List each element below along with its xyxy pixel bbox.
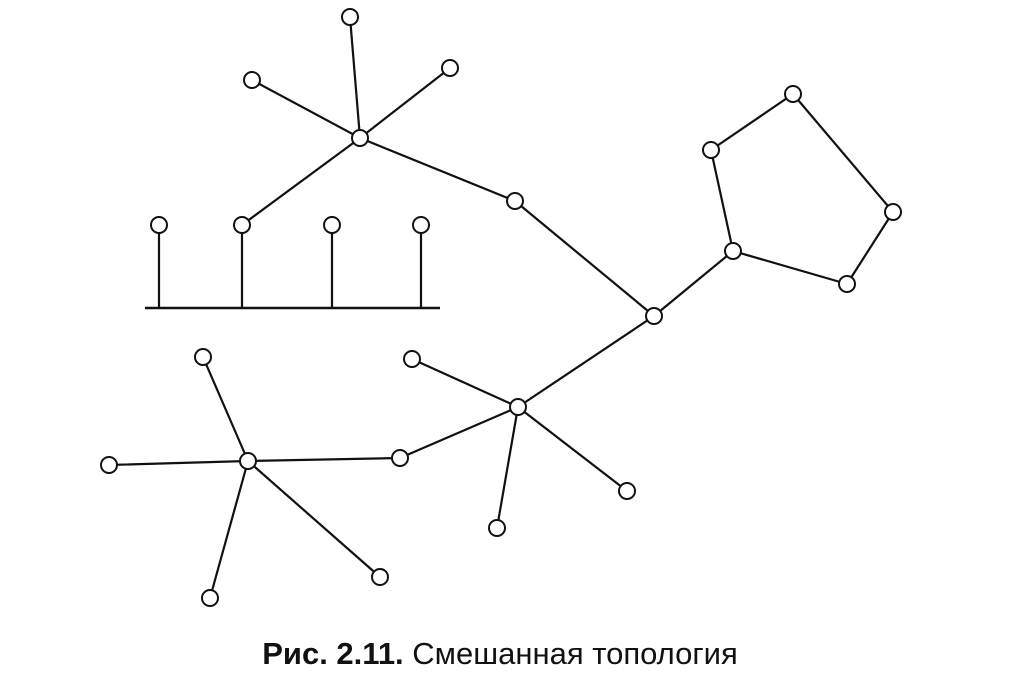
- edge-star-middle-s: [495, 405, 520, 530]
- edge-hub-to-ring: [652, 249, 735, 318]
- edge-star-top-nw: [250, 78, 362, 140]
- node-ring-2: [702, 141, 720, 159]
- edge-hub-to-star-middle: [516, 314, 656, 409]
- node-star-middle-se: [618, 482, 636, 500]
- edge-star-left-n: [201, 355, 250, 463]
- node-star-middle-nw: [403, 350, 421, 368]
- edge-ring-1: [709, 148, 735, 253]
- mixed-topology-diagram: [100, 8, 902, 607]
- node-relay-bottom: [391, 449, 409, 467]
- node-star-top-nw: [243, 71, 261, 89]
- node-ring-4: [884, 203, 902, 221]
- edge-star-top-to-bus-node: [240, 136, 362, 227]
- node-bus-1: [150, 216, 168, 234]
- node-hub: [645, 307, 663, 325]
- node-ring-5: [838, 275, 856, 293]
- node-star-left-s: [201, 589, 219, 607]
- node-ring-3: [784, 85, 802, 103]
- node-star-left-w: [100, 456, 118, 474]
- nodes: [100, 8, 902, 607]
- edge-star-left-w: [107, 459, 250, 467]
- edge-relay-to-star-left: [246, 456, 402, 463]
- edge-ring-5: [731, 249, 849, 286]
- node-star-top-center: [351, 129, 369, 147]
- edge-star-top-n: [348, 15, 362, 140]
- node-star-left-center: [239, 452, 257, 470]
- edge-ring-3: [791, 92, 895, 214]
- edge-star-top-ne: [358, 66, 452, 140]
- node-ring-1: [724, 242, 742, 260]
- edge-star-middle-to-relay: [398, 405, 520, 460]
- edge-star-middle-nw: [410, 357, 520, 409]
- node-bus-4: [412, 216, 430, 234]
- edges: [107, 15, 895, 600]
- edge-ring-4: [845, 210, 895, 286]
- node-star-top-ne: [441, 59, 459, 77]
- node-relay-top: [506, 192, 524, 210]
- edge-star-middle-se: [516, 405, 629, 493]
- node-star-middle-center: [509, 398, 527, 416]
- node-bus-3: [323, 216, 341, 234]
- figure-title: Смешанная топология: [412, 636, 738, 671]
- node-star-left-se: [371, 568, 389, 586]
- edge-star-left-s: [208, 459, 250, 600]
- edge-relay-to-hub: [513, 199, 656, 318]
- node-star-top-n: [341, 8, 359, 26]
- figure-label: Рис. 2.11.: [262, 636, 404, 671]
- edge-star-left-se: [246, 459, 382, 579]
- node-bus-2: [233, 216, 251, 234]
- node-star-middle-s: [488, 519, 506, 537]
- edge-star-top-to-relay: [358, 136, 517, 203]
- figure-caption: Рис. 2.11. Смешанная топология: [0, 634, 1000, 674]
- node-star-left-n: [194, 348, 212, 366]
- edge-ring-2: [709, 92, 795, 152]
